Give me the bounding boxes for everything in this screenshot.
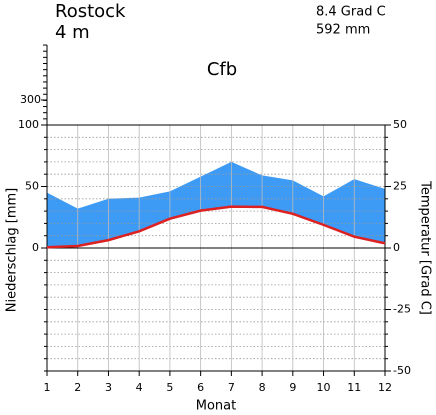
x-axis-title: Monat (196, 399, 236, 414)
y2-tick-label: 25 (393, 180, 407, 193)
climate-class: Cfb (207, 59, 237, 80)
y2-tick-label: -25 (393, 303, 411, 316)
y-tick-label: 300 (20, 93, 41, 106)
y-tick-label: 0 (32, 241, 39, 254)
x-tick-label: 8 (259, 381, 266, 394)
x-tick-label: 6 (197, 381, 204, 394)
x-tick-label: 5 (166, 381, 173, 394)
x-tick-label: 2 (74, 381, 81, 394)
x-tick-label: 3 (105, 381, 112, 394)
y2-tick-label: -50 (393, 364, 411, 377)
y-tick-label: 50 (25, 180, 39, 193)
x-tick-label: 7 (228, 381, 235, 394)
y-tick-label: 100 (18, 118, 39, 131)
x-tick-label: 9 (289, 381, 296, 394)
chart-title: Rostock (55, 1, 126, 22)
x-tick-label: 4 (136, 381, 143, 394)
x-tick-label: 11 (347, 381, 361, 394)
x-tick-label: 1 (44, 381, 51, 394)
annual-precipitation: 592 mm (316, 23, 370, 38)
x-tick-label: 10 (317, 381, 331, 394)
mean-temperature: 8.4 Grad C (316, 5, 386, 20)
temperature-line (46, 205, 386, 249)
y-axis-title: Niederschlag [mm] (5, 188, 20, 313)
y2-tick-label: 0 (393, 241, 400, 254)
x-tick-label: 12 (378, 381, 392, 394)
y2-tick-label: 50 (393, 118, 407, 131)
y2-axis-title: Temperatur [Grad C] (418, 180, 433, 315)
elevation: 4 m (55, 22, 90, 43)
